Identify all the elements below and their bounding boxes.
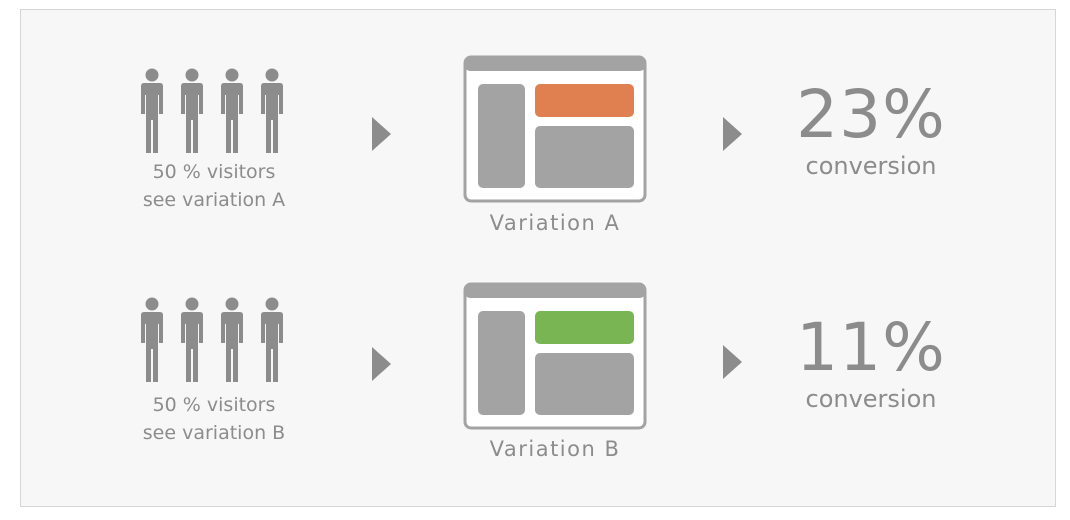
people-group-icon <box>136 68 296 154</box>
visitor-variation: see variation A <box>100 186 328 214</box>
arrow-right-icon <box>372 117 391 151</box>
visitor-percentage: 50 % visitors <box>100 158 328 186</box>
visitor-variation: see variation B <box>100 419 328 447</box>
visitor-percentage: 50 % visitors <box>100 391 328 419</box>
variation-b-result: 11% conversion <box>783 311 959 413</box>
variation-a-row: 50 % visitors see variation A Variation … <box>0 0 1070 230</box>
webpage-variation-a-icon <box>463 55 647 203</box>
variation-b-label: Variation B <box>440 437 670 461</box>
variation-a-accent-block <box>535 84 634 117</box>
arrow-right-icon <box>723 117 742 151</box>
people-group-icon <box>136 297 296 383</box>
arrow-right-icon <box>723 345 742 379</box>
visitor-split-text: 50 % visitors see variation B <box>100 391 328 447</box>
variation-b-row: 50 % visitors see variation B Variation … <box>0 229 1070 459</box>
visitor-split-text: 50 % visitors see variation A <box>100 158 328 214</box>
webpage-variation-b-icon <box>463 282 647 430</box>
variation-b-accent-block <box>535 311 634 344</box>
conversion-label: conversion <box>783 385 959 413</box>
arrow-right-icon <box>372 347 391 381</box>
conversion-rate-value: 11% <box>783 311 959 385</box>
conversion-rate-value: 23% <box>783 78 959 152</box>
variation-a-result: 23% conversion <box>783 78 959 180</box>
conversion-label: conversion <box>783 152 959 180</box>
